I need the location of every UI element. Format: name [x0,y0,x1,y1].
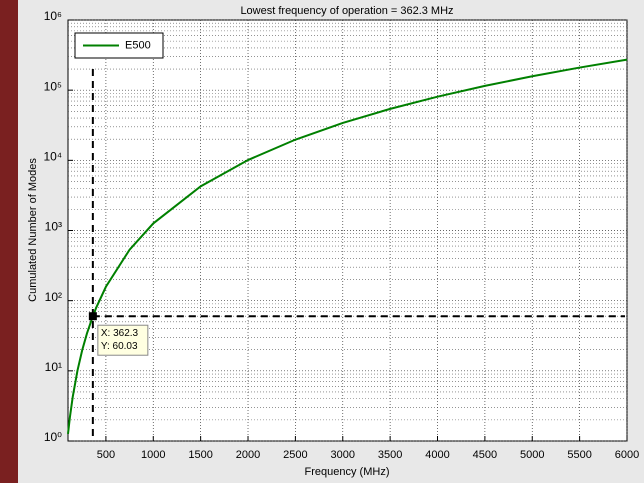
marks: X: 362.3 Y: 60.03 [67,58,628,436]
y-tick-label: 10¹ [45,360,62,374]
x-tick-label: 3000 [331,449,355,461]
grid [68,19,628,442]
x-tick-label: 2000 [236,449,260,461]
x-tick-label: 1500 [188,449,212,461]
x-tick-label: 4000 [425,449,449,461]
datatip-x: X: 362.3 [101,328,139,339]
y-axis-label: Cumulated Number of Modes [27,158,39,302]
chart-title: Lowest frequency of operation = 362.3 MH… [240,5,453,17]
x-tick-label: 5000 [520,449,544,461]
x-tick-label: 5500 [567,449,591,461]
data-line [67,58,628,435]
x-axis-label: Frequency (MHz) [305,466,390,478]
x-tick-label: 500 [97,449,115,461]
y-tick-label: 10³ [45,220,62,234]
x-tick-label: 6000 [615,449,639,461]
y-tick-label: 10⁴ [43,150,62,164]
x-tick-label: 2500 [283,449,307,461]
x-tick-label: 4500 [473,449,497,461]
y-tick-label: 10⁵ [44,79,62,93]
y-tick-label: 10⁶ [44,9,62,23]
y-tick-label: 10² [45,290,62,304]
datatip-box [97,324,149,356]
x-tick-label: 1000 [141,449,165,461]
datatip-marker [88,312,97,321]
datatip-y: Y: 60.03 [101,341,138,352]
y-tick-label: 10⁰ [44,430,62,444]
legend-label: E500 [125,39,151,51]
x-tick-label: 3500 [378,449,402,461]
